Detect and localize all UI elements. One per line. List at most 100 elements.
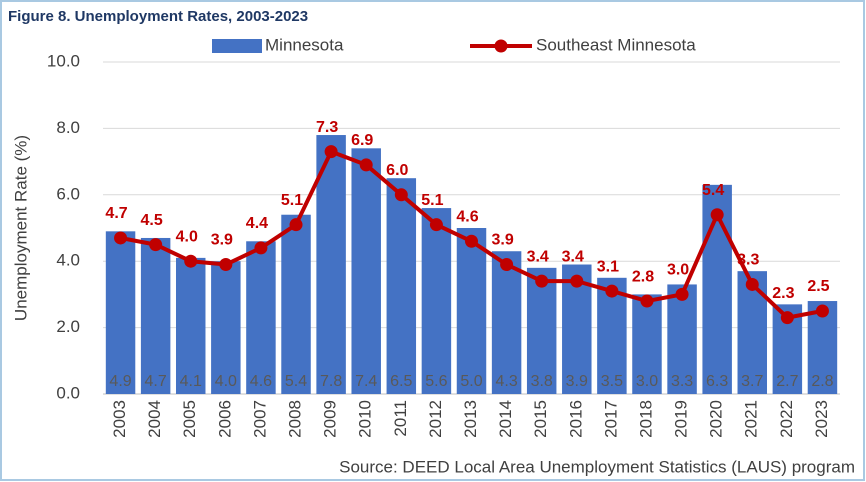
line-value-label: 2.8 <box>632 268 654 285</box>
y-tick-label: 10.0 <box>47 51 80 70</box>
x-tick-label: 2008 <box>286 400 305 438</box>
x-tick-label: 2017 <box>601 400 620 438</box>
bar-value-label: 4.1 <box>180 373 202 390</box>
x-tick-label: 2014 <box>496 400 515 438</box>
x-tick-label: 2011 <box>391 400 410 437</box>
bar <box>632 294 662 394</box>
legend-label: Southeast Minnesota <box>536 35 696 54</box>
line-value-label: 3.0 <box>667 262 689 279</box>
x-tick-label: 2010 <box>356 400 375 438</box>
line-marker <box>254 241 268 255</box>
bar-value-label: 4.3 <box>495 373 517 390</box>
x-tick-label: 2003 <box>110 400 129 438</box>
bar <box>105 231 136 394</box>
line-value-label: 6.9 <box>351 132 373 149</box>
line-marker <box>570 274 584 288</box>
legend-label: Minnesota <box>265 35 344 54</box>
bar-value-label: 3.9 <box>566 373 588 390</box>
line-marker <box>675 287 689 301</box>
bar <box>316 135 346 395</box>
bar-value-label: 3.5 <box>601 373 623 390</box>
bar-value-label: 4.0 <box>215 373 237 390</box>
bar-value-label: 5.4 <box>285 373 307 390</box>
line-value-label: 4.5 <box>141 212 163 229</box>
bar-value-label: 4.7 <box>145 373 167 390</box>
line-value-label: 5.1 <box>421 192 443 209</box>
line-value-label: 4.7 <box>105 205 127 222</box>
line-marker <box>114 231 128 245</box>
line-value-label: 2.3 <box>772 285 794 302</box>
bar-value-label: 4.6 <box>250 373 272 390</box>
bar <box>351 148 381 394</box>
y-tick-label: 0.0 <box>56 383 80 402</box>
bar-value-label: 2.7 <box>776 373 798 390</box>
bar <box>281 214 311 394</box>
line-marker <box>359 158 373 172</box>
chart-title: Figure 8. Unemployment Rates, 2003-2023 <box>8 8 308 25</box>
line-marker <box>465 234 478 248</box>
x-tick-label: 2015 <box>531 400 550 438</box>
bar-value-label: 6.5 <box>390 373 412 390</box>
line-marker <box>815 304 829 318</box>
x-tick-label: 2012 <box>426 400 445 438</box>
bar-value-label: 5.0 <box>460 373 482 390</box>
y-axis-title: Unemployment Rate (%) <box>11 135 30 321</box>
bar <box>211 261 241 394</box>
line-marker <box>149 238 163 252</box>
x-tick-label: 2007 <box>250 400 269 438</box>
line-marker <box>429 218 443 232</box>
line-marker <box>394 188 408 202</box>
bar-value-label: 7.8 <box>320 373 342 390</box>
bar-value-label: 2.8 <box>811 373 833 390</box>
bar <box>175 257 206 394</box>
line-value-label: 3.3 <box>737 252 759 269</box>
bar <box>421 208 452 394</box>
x-tick-label: 2006 <box>215 400 234 438</box>
x-tick-label: 2020 <box>707 400 726 438</box>
line-value-label: 6.0 <box>386 162 408 179</box>
line-marker <box>605 284 619 298</box>
line-marker <box>780 311 794 325</box>
x-tick-label: 2021 <box>742 400 761 438</box>
line-value-label: 5.1 <box>281 192 303 209</box>
bar-value-label: 5.6 <box>425 373 447 390</box>
line-value-label: 4.6 <box>456 208 478 225</box>
y-tick-label: 6.0 <box>56 184 80 203</box>
bar-value-label: 3.7 <box>741 373 763 390</box>
x-tick-label: 2013 <box>461 400 480 438</box>
x-tick-label: 2005 <box>180 400 199 438</box>
line-value-label: 7.3 <box>316 119 338 136</box>
bar-value-label: 3.8 <box>531 373 553 390</box>
y-tick-label: 2.0 <box>56 317 80 336</box>
legend-swatch <box>494 39 508 53</box>
line-value-label: 3.9 <box>491 232 513 249</box>
x-tick-label: 2019 <box>672 400 691 438</box>
line-marker <box>710 208 724 222</box>
bar <box>140 237 171 394</box>
line-marker <box>324 145 338 159</box>
bar <box>526 267 557 394</box>
line-value-label: 2.5 <box>807 278 829 295</box>
line-value-label: 3.1 <box>597 258 619 275</box>
x-tick-label: 2023 <box>812 400 831 438</box>
line-marker <box>289 218 303 232</box>
line-value-label: 5.4 <box>702 182 724 199</box>
line-marker <box>184 254 198 268</box>
y-tick-label: 8.0 <box>56 118 80 137</box>
x-tick-label: 2004 <box>145 400 164 438</box>
bar-value-label: 6.3 <box>706 373 728 390</box>
line-value-label: 3.4 <box>527 248 549 265</box>
bar-value-label: 7.4 <box>355 373 377 390</box>
source-note: Source: DEED Local Area Unemployment Sta… <box>339 457 855 476</box>
bar <box>246 241 276 394</box>
line-value-label: 4.4 <box>246 215 268 232</box>
line-value-label: 3.9 <box>211 232 233 249</box>
y-tick-label: 4.0 <box>56 251 80 270</box>
x-tick-label: 2018 <box>636 400 655 438</box>
line-marker <box>640 294 654 308</box>
line-value-label: 4.0 <box>176 228 198 245</box>
bar <box>491 251 522 394</box>
bar-value-label: 4.9 <box>109 373 131 390</box>
bar <box>456 228 487 394</box>
line-value-label: 3.4 <box>562 248 584 265</box>
